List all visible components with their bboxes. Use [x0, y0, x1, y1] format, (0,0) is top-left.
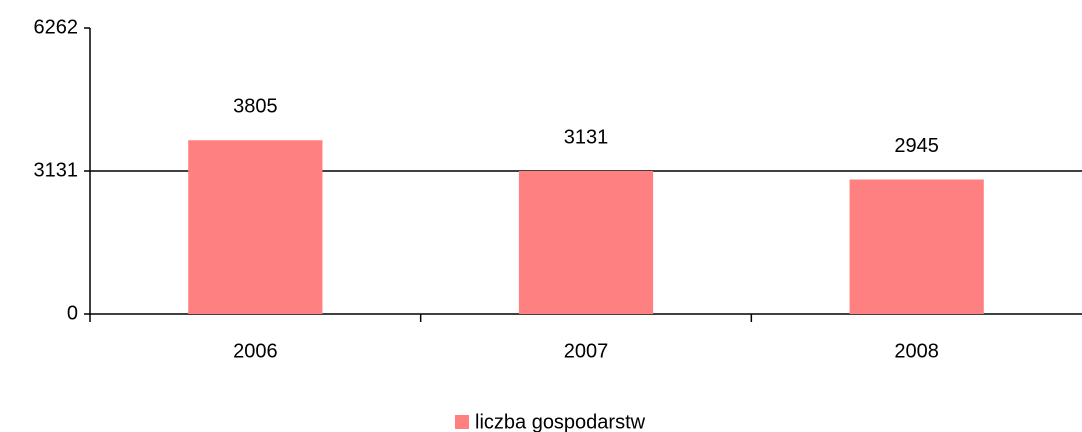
- x-tick-label: 2007: [564, 340, 609, 362]
- legend-swatch: [455, 415, 469, 429]
- data-label: 3805: [233, 95, 278, 117]
- y-tick-label: 6262: [34, 16, 79, 38]
- y-tick-label: 3131: [34, 159, 79, 181]
- data-label: 3131: [564, 126, 609, 148]
- bar: [518, 171, 654, 314]
- bar: [188, 140, 323, 314]
- data-label: 2945: [894, 135, 939, 157]
- x-tick-label: 2006: [233, 340, 278, 362]
- y-tick-label: 0: [67, 302, 78, 324]
- x-tick-label: 2008: [894, 340, 939, 362]
- legend-label: liczba gospodarstw: [475, 411, 646, 432]
- bar: [849, 179, 984, 314]
